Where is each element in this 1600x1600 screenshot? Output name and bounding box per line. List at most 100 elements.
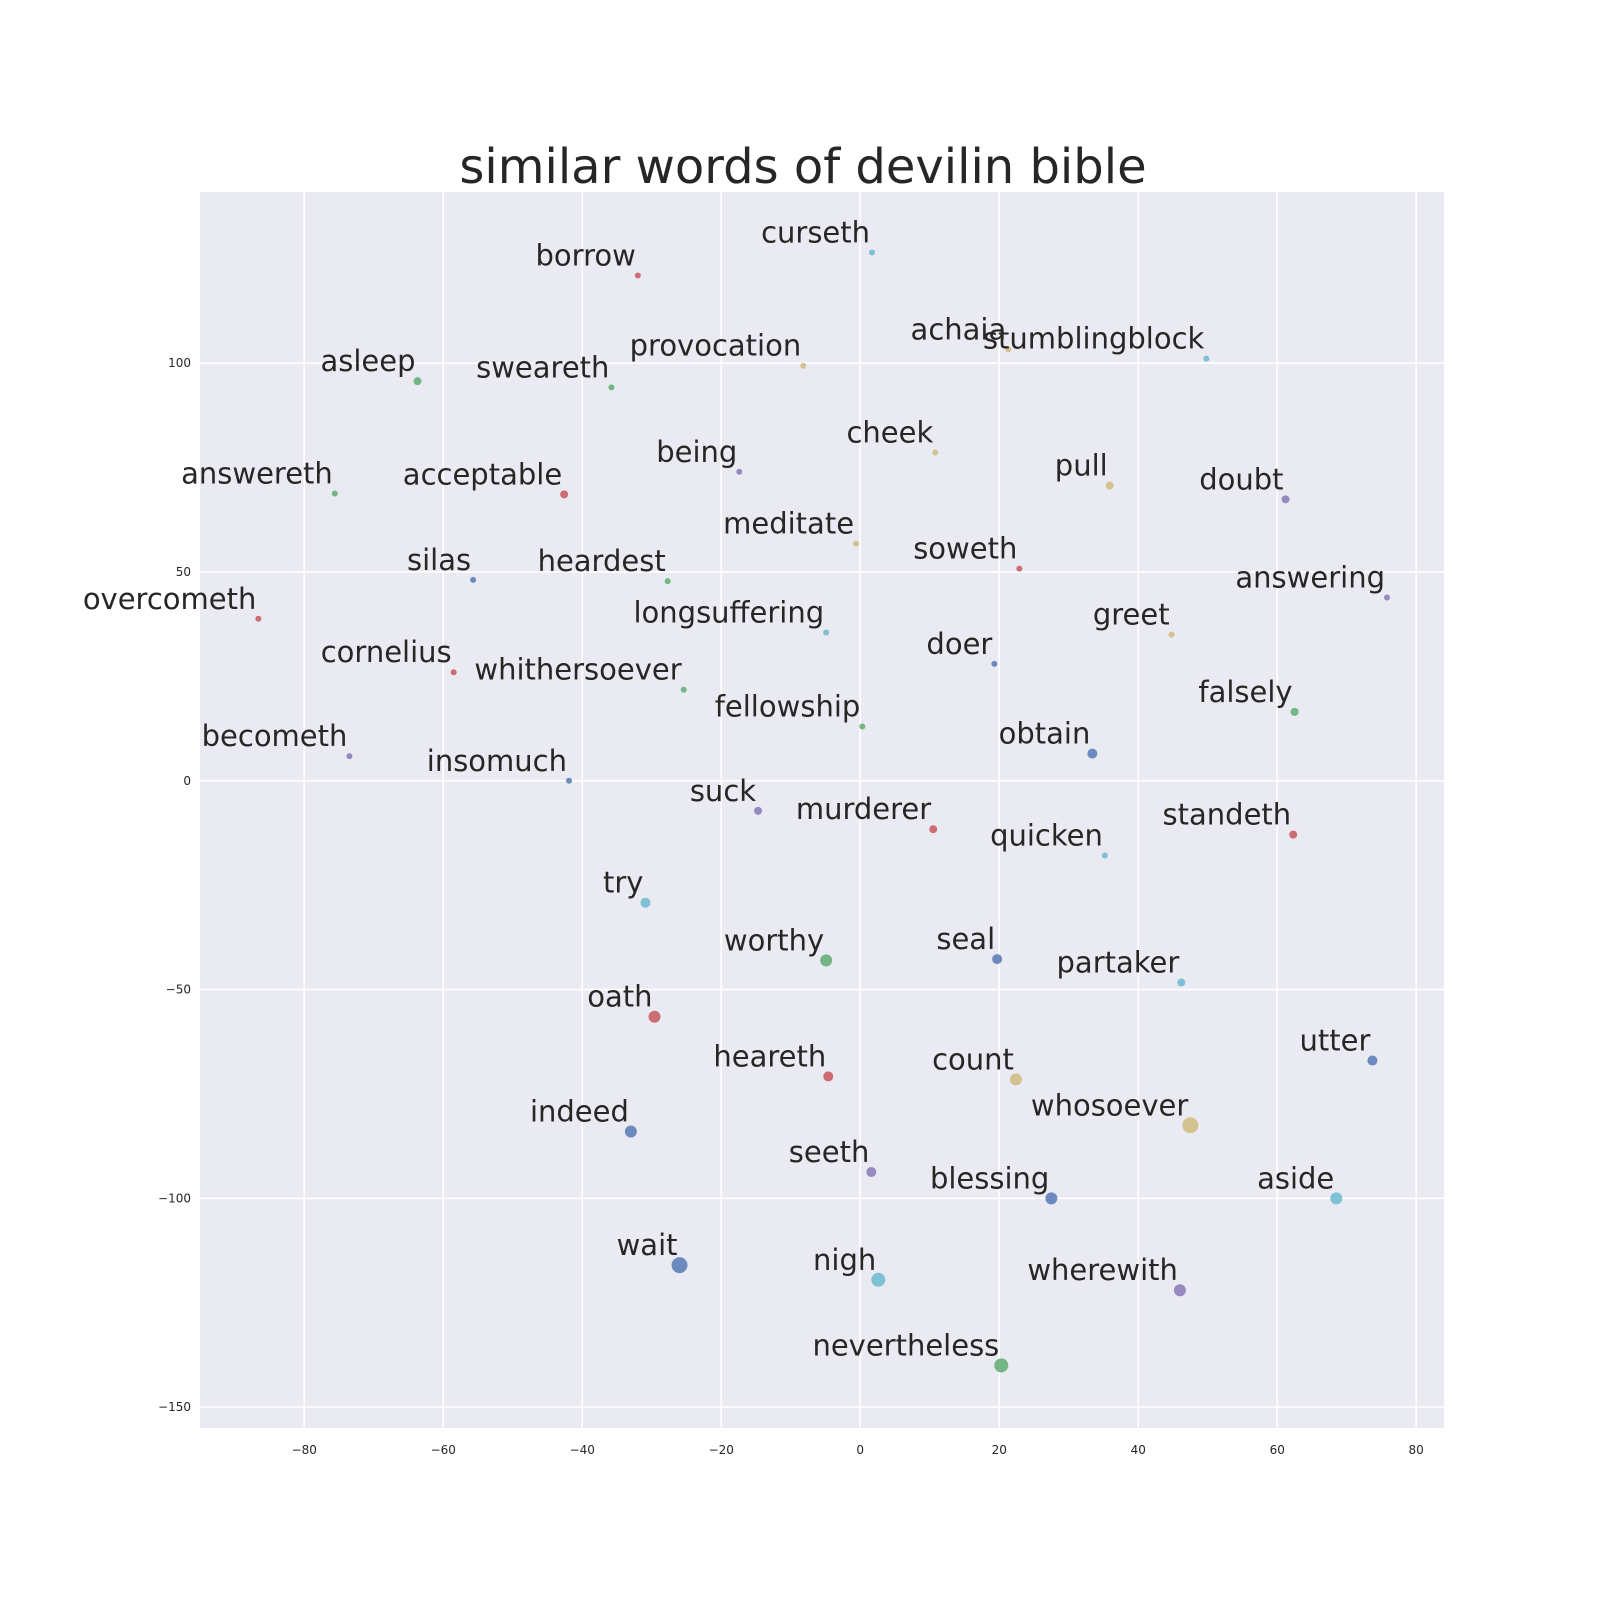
point-label: standeth <box>1163 798 1292 832</box>
point-label: meditate <box>723 507 854 541</box>
data-point <box>450 669 457 676</box>
data-point <box>1101 852 1108 859</box>
data-point <box>1289 830 1298 839</box>
data-point <box>823 629 830 636</box>
y-tick-label: 0 <box>183 774 191 788</box>
point-label: overcometh <box>83 582 257 616</box>
data-point <box>664 578 671 585</box>
data-point <box>560 490 569 499</box>
data-point <box>736 468 743 475</box>
point-label: asleep <box>320 344 415 378</box>
point-label: answereth <box>181 456 333 490</box>
point-label: suck <box>690 774 756 808</box>
data-point <box>1290 707 1299 716</box>
point-label: nigh <box>813 1243 876 1277</box>
point-label: wait <box>617 1228 678 1262</box>
data-point <box>1009 1073 1022 1086</box>
point-label: falsely <box>1198 675 1292 709</box>
x-tick-label: 80 <box>1409 1443 1424 1457</box>
y-tick-label: 100 <box>168 356 191 370</box>
y-tick-label: −50 <box>166 983 191 997</box>
data-point <box>871 1272 886 1287</box>
point-label: sweareth <box>476 350 609 384</box>
data-point <box>1105 481 1114 490</box>
point-label: blessing <box>930 1161 1049 1195</box>
point-label: curseth <box>761 216 870 250</box>
data-point <box>648 1010 661 1023</box>
data-point <box>608 384 615 391</box>
x-tick-label: 0 <box>856 1443 864 1457</box>
data-point <box>255 615 262 622</box>
data-point <box>1182 1117 1199 1134</box>
point-label: provocation <box>630 329 802 363</box>
data-point <box>866 1167 877 1178</box>
point-label: being <box>656 435 737 469</box>
point-label: count <box>932 1042 1014 1076</box>
x-tick-label: −80 <box>292 1443 317 1457</box>
data-point <box>820 954 833 967</box>
data-point <box>992 954 1003 965</box>
data-point <box>800 362 807 369</box>
data-point <box>1177 978 1186 987</box>
axis-ticks: −80 −60 −40 −20 0 20 40 60 80 −150 −100 −50 0 50 100 <box>158 356 1424 1457</box>
point-label: try <box>603 866 643 900</box>
y-tick-label: −150 <box>158 1400 191 1414</box>
point-label: quicken <box>990 819 1103 853</box>
data-point <box>929 825 938 834</box>
data-point <box>634 272 641 279</box>
point-label: doer <box>926 627 992 661</box>
data-point <box>1281 495 1290 504</box>
point-label: whithersoever <box>474 653 681 687</box>
data-point <box>1330 1192 1343 1205</box>
data-point <box>1203 355 1210 362</box>
point-label: nevertheless <box>812 1328 999 1362</box>
data-point <box>869 249 876 256</box>
x-tick-label: 40 <box>1131 1443 1146 1457</box>
point-label: answering <box>1235 560 1385 594</box>
point-label: heareth <box>713 1039 826 1073</box>
data-point <box>1016 565 1023 572</box>
data-point <box>680 686 687 693</box>
data-points <box>255 249 1391 1373</box>
point-label: partaker <box>1057 945 1180 979</box>
data-point <box>640 897 651 908</box>
data-point <box>994 1358 1009 1373</box>
point-label: obtain <box>999 717 1091 751</box>
point-label: murderer <box>796 792 931 826</box>
point-label: achaia <box>911 312 1007 346</box>
data-point <box>413 377 422 386</box>
data-point <box>671 1257 688 1274</box>
grid <box>200 192 1444 1428</box>
data-point <box>859 723 866 730</box>
point-label: soweth <box>913 532 1017 566</box>
point-label: utter <box>1300 1024 1371 1058</box>
data-point <box>1168 631 1175 638</box>
point-label: worthy <box>724 923 824 957</box>
point-label: heardest <box>538 544 666 578</box>
data-point <box>346 753 353 760</box>
point-label: whosoever <box>1031 1088 1189 1122</box>
point-label: wherewith <box>1027 1253 1178 1287</box>
point-label: aside <box>1257 1161 1334 1195</box>
x-tick-label: −20 <box>709 1443 734 1457</box>
data-point <box>566 777 573 784</box>
point-label: oath <box>587 980 652 1014</box>
point-label: cheek <box>846 416 933 450</box>
point-label: longsuffering <box>633 596 824 630</box>
data-point <box>624 1125 637 1138</box>
data-point <box>470 576 477 583</box>
point-label: fellowship <box>715 689 861 723</box>
x-tick-label: −60 <box>431 1443 456 1457</box>
data-point <box>1367 1055 1378 1066</box>
point-label: cornelius <box>321 635 452 669</box>
y-tick-label: 50 <box>176 565 191 579</box>
point-label: seal <box>936 922 995 956</box>
y-tick-label: −100 <box>158 1191 191 1205</box>
data-point <box>853 540 860 547</box>
point-label: pull <box>1055 449 1108 483</box>
plot-area <box>200 192 1444 1428</box>
point-label: insomuch <box>427 744 567 778</box>
point-label: borrow <box>536 239 636 273</box>
point-label: greet <box>1093 598 1170 632</box>
data-point <box>991 660 998 667</box>
